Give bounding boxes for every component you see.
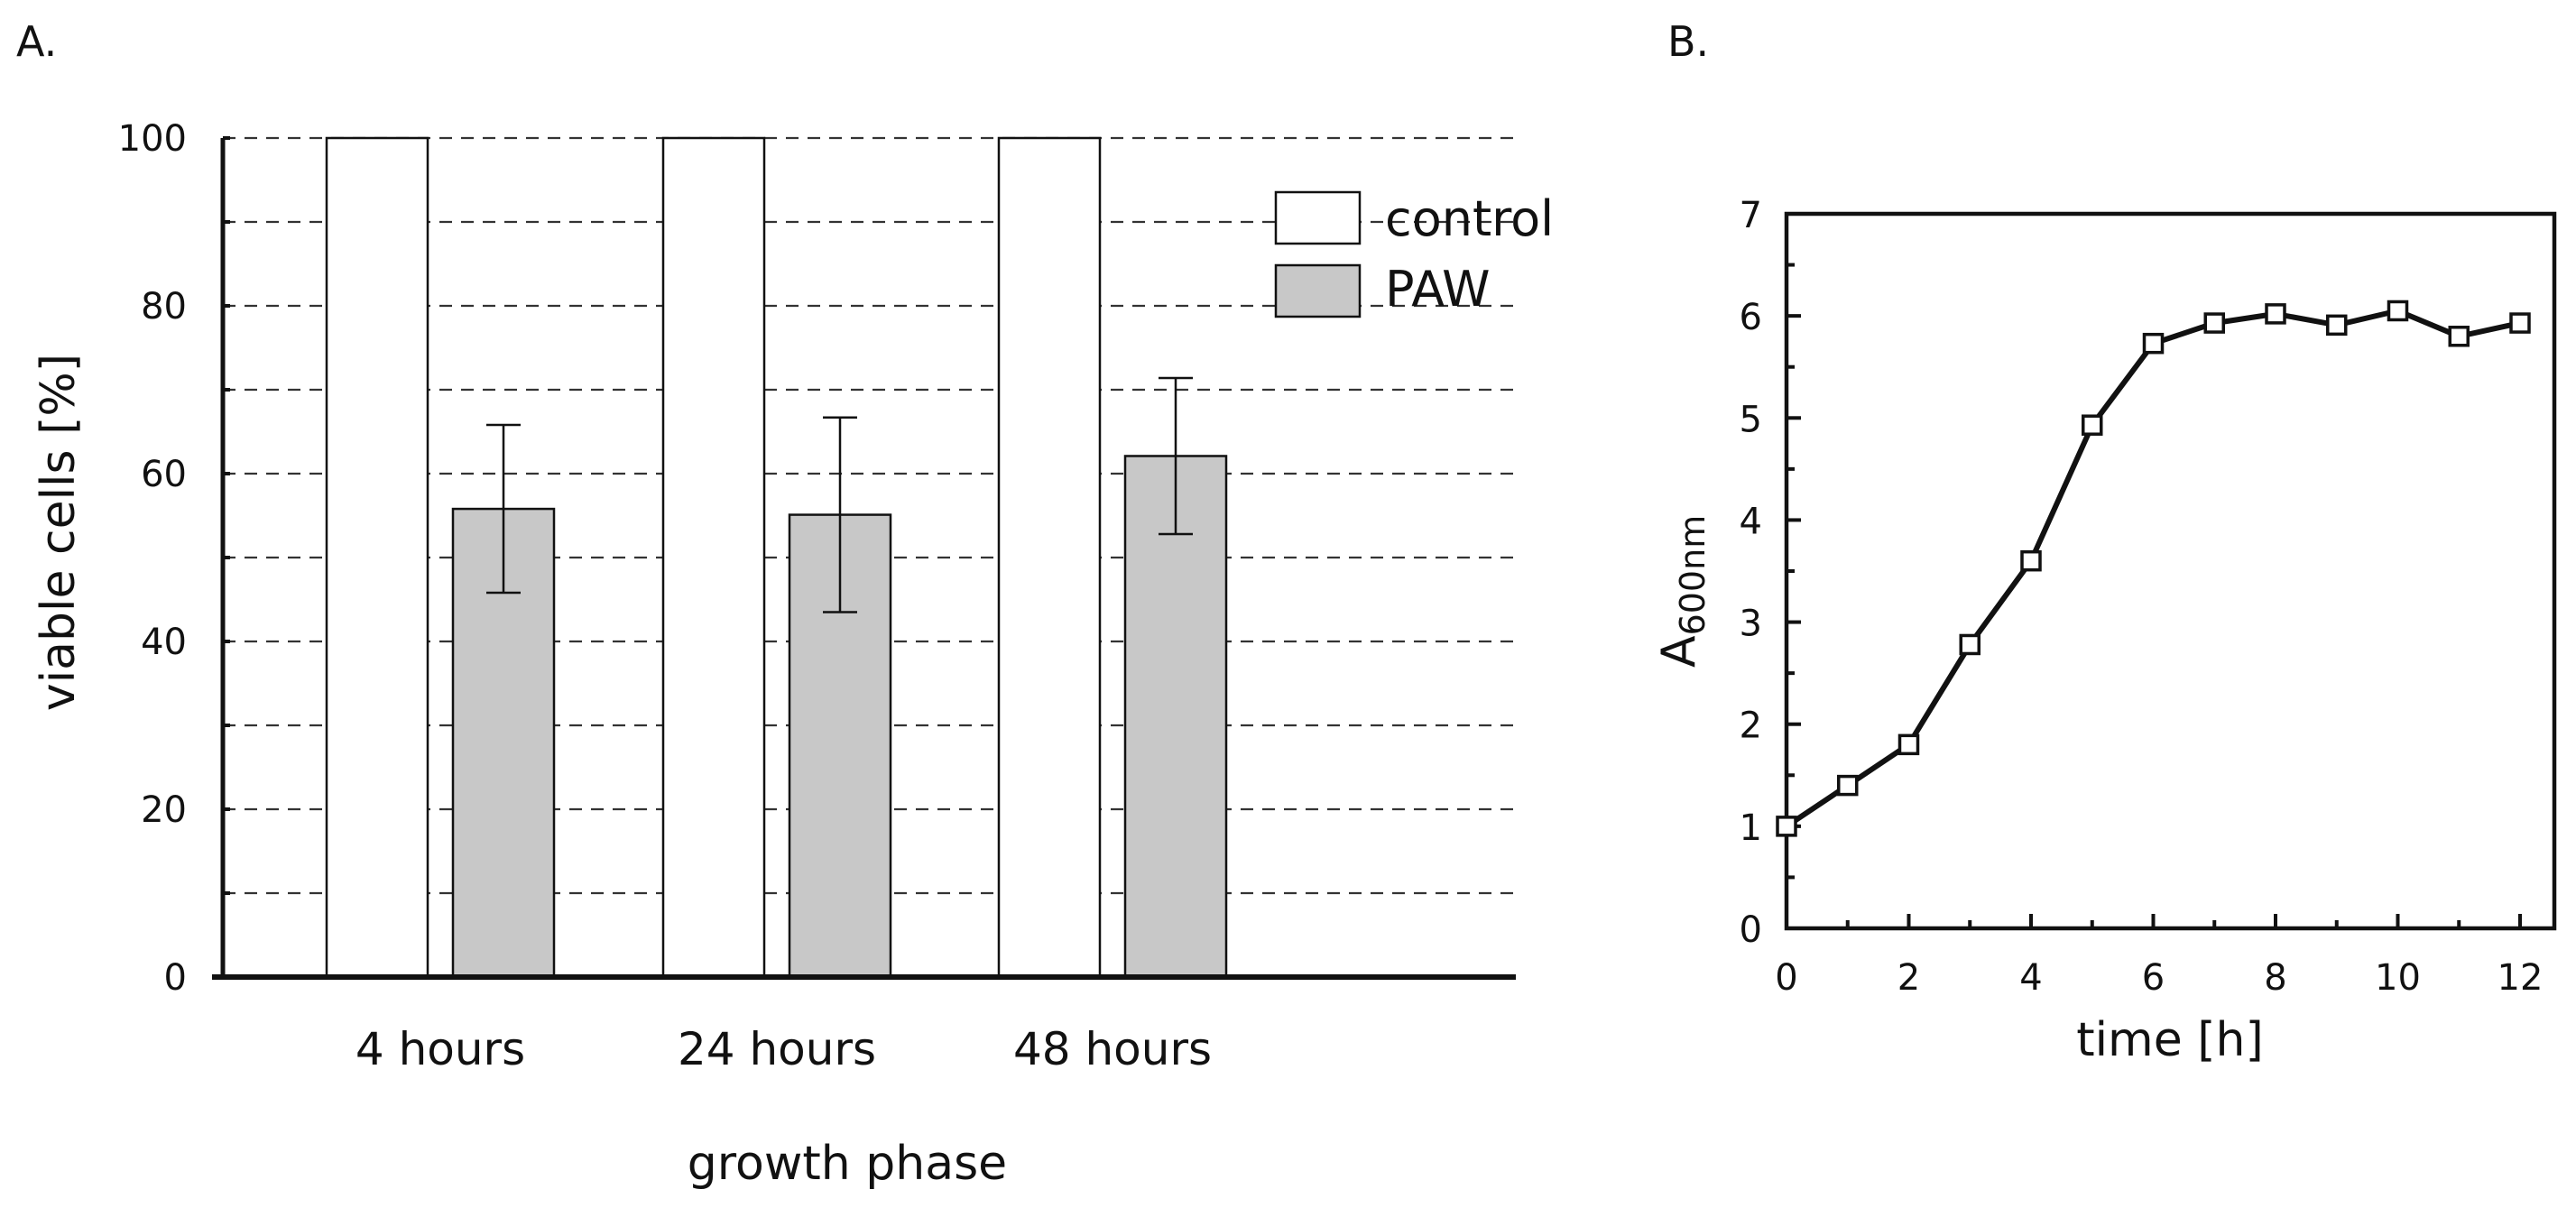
panel-a-y-axis-title: viable cells [%] — [32, 354, 86, 711]
data-point-t11 — [2448, 326, 2470, 347]
data-point-t6 — [2142, 332, 2165, 355]
category-label-4-hours: 4 hours — [355, 1023, 525, 1075]
b-y-tick-label: 2 — [1740, 705, 1762, 747]
panel-b-y-axis-title-main: A — [1652, 635, 1706, 668]
panel-a-axes — [212, 136, 1516, 980]
y-tick-label: 100 — [118, 118, 187, 160]
b-y-tick-label: 7 — [1740, 195, 1762, 236]
b-y-tick-label: 3 — [1740, 604, 1762, 645]
b-x-tick-label: 10 — [2375, 957, 2421, 999]
b-y-tick-label: 1 — [1740, 807, 1762, 849]
b-x-tick-label: 6 — [2142, 957, 2165, 999]
b-x-tick-label: 4 — [2019, 957, 2042, 999]
error-bar-paw-24-hours — [823, 416, 857, 613]
error-bar-paw-4-hours — [486, 423, 521, 595]
b-x-tick-label: 12 — [2498, 957, 2544, 999]
y-tick-label: 0 — [164, 957, 187, 999]
data-point-t0 — [1776, 816, 1797, 837]
y-tick-label: 80 — [141, 286, 187, 327]
error-bar-paw-48-hours — [1159, 376, 1193, 536]
bar-control-48-hours — [997, 136, 1102, 979]
legend-label-control: control — [1385, 190, 1554, 247]
bar-paw-48-hours — [1123, 455, 1228, 979]
panel-b-label: B. — [1667, 17, 1709, 66]
category-label-24-hours: 24 hours — [678, 1023, 876, 1075]
panel-b-plot-frame — [1784, 211, 2557, 931]
panel-a-category-labels: 4 hours 24 hours 48 hours — [355, 1023, 1212, 1075]
panel-a-bars — [325, 136, 1228, 979]
legend-label-paw: PAW — [1385, 261, 1491, 318]
b-x-tick-label: 2 — [1897, 957, 1920, 999]
data-point-t10 — [2387, 300, 2409, 322]
b-y-tick-label: 4 — [1740, 501, 1762, 542]
data-point-t4 — [2020, 549, 2042, 572]
panel-b-series-line — [1785, 308, 2521, 829]
panel-a-legend: control PAW — [1274, 190, 1554, 318]
data-point-t5 — [2082, 414, 2103, 436]
panel-b-y-axis-title-subscript: 600nm — [1673, 515, 1713, 636]
bar-control-24-hours — [661, 136, 766, 979]
b-x-tick-label: 8 — [2264, 957, 2286, 999]
panel-b-markers — [1776, 300, 2531, 837]
data-point-t12 — [2509, 312, 2531, 334]
panel-a-tick-labels: 0 20 40 60 80 100 — [118, 118, 187, 999]
b-y-tick-label: 0 — [1740, 909, 1762, 951]
b-x-tick-label: 0 — [1775, 957, 1797, 999]
y-tick-label: 40 — [141, 622, 187, 663]
panel-b-y-axis-title: A600nm — [1652, 515, 1713, 668]
data-point-t8 — [2265, 303, 2286, 325]
b-y-tick-label: 6 — [1740, 297, 1762, 338]
data-point-t1 — [1837, 774, 1859, 797]
data-point-t7 — [2203, 312, 2225, 334]
y-tick-label: 20 — [141, 789, 187, 831]
panel-a-label: A. — [16, 17, 57, 66]
data-point-t9 — [2326, 314, 2348, 337]
panel-b-x-axis-title: time [h] — [2076, 1013, 2264, 1067]
category-label-48-hours: 48 hours — [1013, 1023, 1212, 1075]
panel-a-x-axis-title: growth phase — [688, 1137, 1007, 1191]
legend-swatch-control — [1274, 190, 1362, 245]
bar-control-4-hours — [325, 136, 429, 979]
b-y-tick-label: 5 — [1740, 399, 1762, 440]
legend-swatch-paw — [1274, 263, 1362, 318]
data-point-t3 — [1959, 633, 1980, 656]
y-tick-label: 60 — [141, 454, 187, 495]
data-point-t2 — [1897, 733, 1920, 756]
